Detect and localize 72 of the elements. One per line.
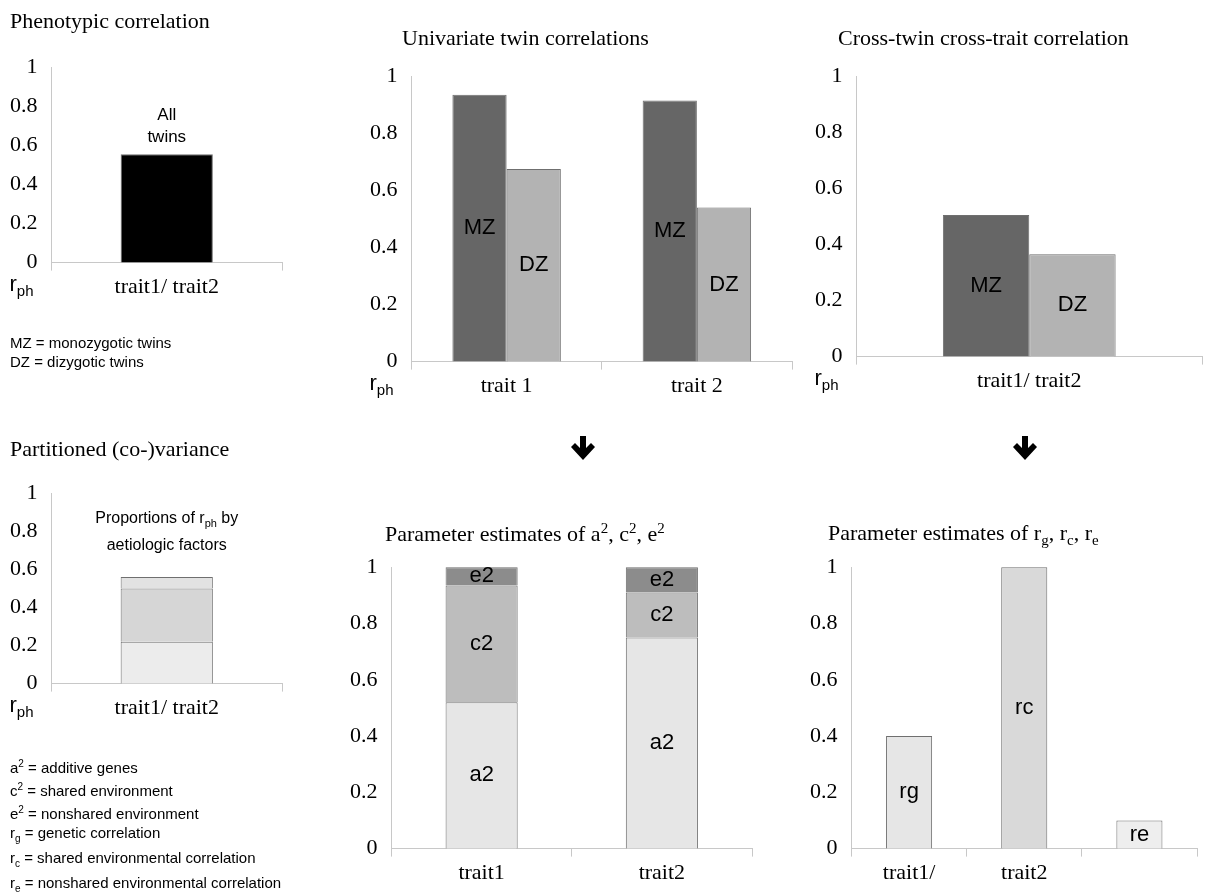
y-tick-label: 0.6 bbox=[815, 174, 843, 200]
x-tick-label: trait1 bbox=[458, 858, 505, 884]
x-tick-label: trait1/ trait2 bbox=[114, 693, 219, 719]
y-tick-label: 0.2 bbox=[810, 778, 838, 804]
y-tick-label: 0.6 bbox=[350, 665, 378, 691]
series-label: MZ bbox=[463, 214, 496, 240]
text: r$_{e}$ = nonshared environmental correlation bbox=[10, 874, 282, 893]
text: e$^{2}$ = nonshared environment bbox=[10, 804, 199, 822]
x-tick-label: trait 2 bbox=[670, 371, 723, 397]
y-tick-label: 1 bbox=[386, 61, 398, 87]
text: c2 bbox=[470, 629, 494, 655]
y-tick-label: 0 bbox=[826, 834, 838, 860]
y-tick-label: 0.4 bbox=[10, 593, 38, 619]
y-tick-label: 0.8 bbox=[810, 609, 838, 635]
text: r$_{g}$ = genetic correlation bbox=[10, 824, 161, 844]
y-tick-label: 0.4 bbox=[370, 233, 398, 259]
text: DZ = dizygotic twins bbox=[10, 353, 144, 370]
text: c$^{2}$ = shared environment bbox=[10, 781, 173, 799]
series-label: e2 bbox=[649, 565, 675, 591]
y-tick-label: 1 bbox=[831, 61, 843, 87]
text: a$^{2}$ = additive genes bbox=[10, 758, 138, 776]
text: DZ bbox=[709, 270, 739, 296]
y-tick-label: 0.6 bbox=[370, 176, 398, 202]
series-label: rg bbox=[899, 778, 919, 804]
y-tick-label: 0.4 bbox=[10, 170, 38, 196]
series-label: All twins bbox=[147, 105, 187, 147]
x-tick-label: trait2 bbox=[1001, 858, 1048, 884]
y-tick-label: 0.2 bbox=[370, 290, 398, 316]
chart-title: Cross-twin cross-trait correlation bbox=[838, 25, 1129, 51]
chart-title: Phenotypic correlation bbox=[10, 8, 210, 34]
y-tick-label: 1 bbox=[26, 478, 38, 504]
y-tick-label: 0.4 bbox=[350, 721, 378, 747]
y-tick-label: 0.8 bbox=[815, 118, 843, 144]
y-tick-label: 0.6 bbox=[10, 555, 38, 581]
x-tick-label: trait1/ bbox=[882, 858, 937, 884]
chart-title: Partitioned (co-)variance bbox=[10, 436, 230, 462]
series-label: re bbox=[1129, 820, 1150, 846]
series-label: c2 bbox=[650, 601, 674, 627]
text: MZ bbox=[653, 217, 686, 243]
chart-title: Parameter estimates of a$^{2}$, c$^{2}$, e$^{2}$ bbox=[385, 520, 665, 548]
text: e2 bbox=[469, 562, 494, 588]
y-tick-label: 0.6 bbox=[10, 131, 38, 157]
y-tick-label: 0.4 bbox=[815, 230, 843, 256]
text: r$_{c}$ = shared environmental correlation bbox=[10, 849, 256, 869]
series-label: MZ bbox=[970, 271, 1002, 297]
chart-title: Parameter estimates of r$_{g}$, r$_{c}$, r$_{e}$ bbox=[828, 520, 1099, 550]
y-tick-label: 0 bbox=[366, 834, 378, 860]
text: a2 bbox=[649, 729, 675, 755]
y-tick-label: 0.4 bbox=[810, 721, 838, 747]
y-tick-label: 0.2 bbox=[815, 286, 843, 312]
y-tick-label: 0.8 bbox=[10, 517, 38, 543]
text: MZ = monozygotic twins bbox=[10, 334, 172, 351]
x-tick-label: trait1/ trait2 bbox=[977, 366, 1082, 392]
y-tick-label: 0.8 bbox=[370, 119, 398, 145]
y-tick-label: 0.8 bbox=[10, 92, 38, 118]
y-tick-label: 0.2 bbox=[350, 778, 378, 804]
annotation: Proportions of r$_{ph}$ by aetiologic factors bbox=[94, 508, 240, 556]
x-tick-label: trait1/ trait2 bbox=[114, 272, 219, 298]
y-tick-label: 0.8 bbox=[350, 609, 378, 635]
y-tick-label: 0.2 bbox=[10, 209, 38, 235]
series-label: rc bbox=[1015, 693, 1034, 719]
series-label: DZ bbox=[519, 251, 549, 277]
y-tick-label: 1 bbox=[826, 552, 838, 578]
y-tick-label: 0.2 bbox=[10, 631, 38, 657]
y-tick-label: 1 bbox=[366, 552, 378, 578]
x-tick-label: trait2 bbox=[638, 858, 686, 884]
chart-title: Univariate twin correlations bbox=[402, 25, 649, 51]
y-tick-label: 0.6 bbox=[810, 665, 838, 691]
series-label: DZ bbox=[1057, 291, 1088, 317]
series-label: a2 bbox=[469, 761, 494, 787]
y-tick-label: 1 bbox=[26, 52, 38, 78]
x-tick-label: trait 1 bbox=[480, 371, 533, 397]
